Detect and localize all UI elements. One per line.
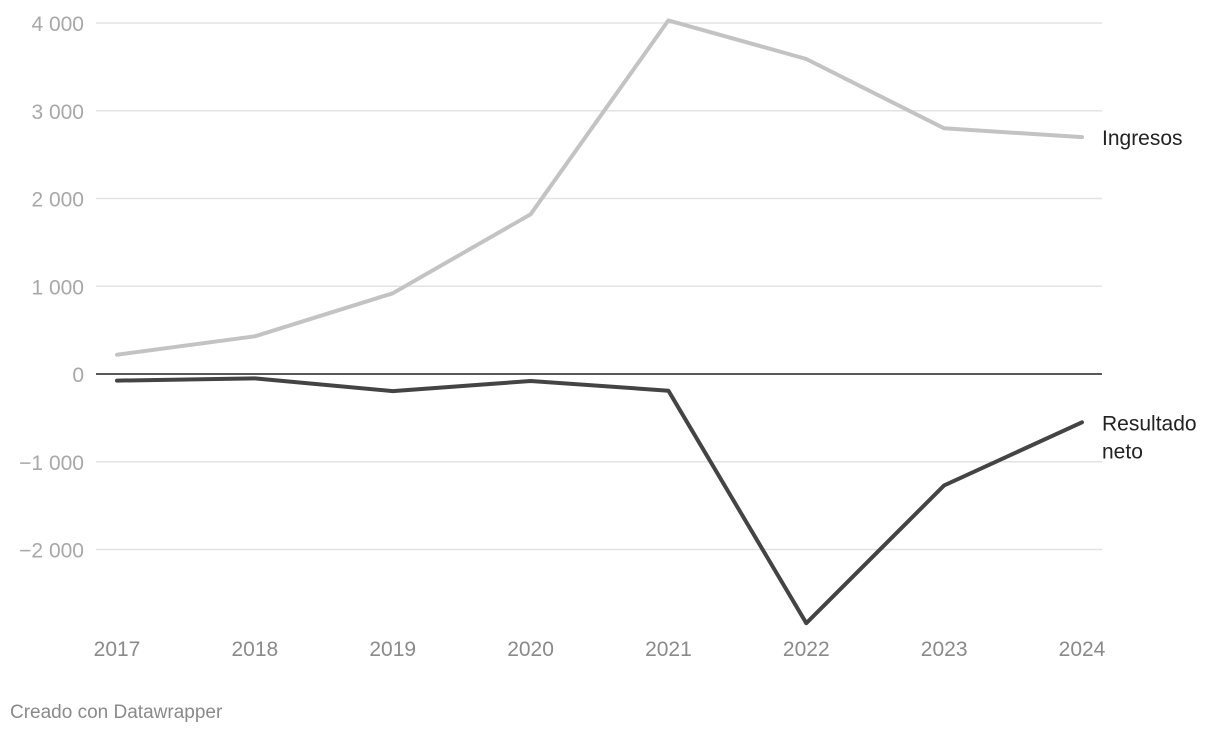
credit-text: Creado con Datawrapper: [10, 702, 223, 723]
x-tick-label: 2022: [783, 638, 830, 661]
series-line-ingresos: [115, 18, 1084, 357]
series-label-line: Resultado: [1102, 412, 1197, 435]
y-tick-label: 3 000: [31, 101, 84, 124]
series-label-line: Ingresos: [1102, 127, 1183, 150]
x-tick-label: 2017: [94, 638, 141, 661]
series-label-resultado-neto: Resultado neto: [1102, 412, 1197, 463]
x-tick-label: 2020: [507, 638, 554, 661]
y-tick-label: −2 000: [19, 540, 84, 563]
series-lines: [115, 18, 1084, 626]
x-tick-label: 2024: [1059, 638, 1106, 661]
x-tick-label: 2023: [921, 638, 968, 661]
gridlines: [96, 22, 1102, 551]
series-label-line: neto: [1102, 440, 1143, 463]
series-line-resultado-neto: [115, 376, 1084, 626]
y-tick-label: 1 000: [31, 276, 84, 299]
series-labels: Ingresos Resultado neto: [1102, 127, 1197, 463]
x-tick-label: 2018: [231, 638, 278, 661]
series-label-ingresos: Ingresos: [1102, 127, 1183, 150]
line-chart: 4 000 3 000 2 000 1 000 0 −1 000 −2 000 2017 20…: [19, 13, 1197, 661]
y-tick-label: 4 000: [31, 13, 84, 36]
x-tick-label: 2021: [645, 638, 692, 661]
y-tick-label: 0: [72, 364, 84, 387]
y-tick-label: 2 000: [31, 189, 84, 212]
y-tick-label: −1 000: [19, 452, 84, 475]
y-axis-ticks: 4 000 3 000 2 000 1 000 0 −1 000 −2 000: [19, 13, 84, 563]
x-axis-ticks: 2017 2018 2019 2020 2021 2022 2023 2024: [94, 638, 1106, 661]
x-tick-label: 2019: [369, 638, 416, 661]
